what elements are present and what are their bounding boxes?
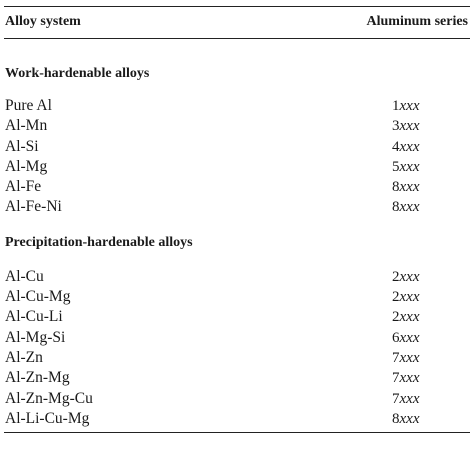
series-suffix: xxx (399, 199, 420, 216)
aluminum-series-cell: 2xxx (392, 287, 419, 307)
alloy-system-cell: Al-Zn-Mg (5, 369, 70, 387)
table-bottom-rule (4, 432, 470, 434)
series-digit: 8 (392, 179, 400, 196)
series-suffix: xxx (399, 138, 420, 155)
table-row: Al-Zn 7xxx (4, 348, 470, 368)
alloy-system-cell: Al-Mg (5, 157, 48, 175)
series-digit: 7 (392, 390, 400, 407)
section-title: Precipitation-hardenable alloys (5, 234, 193, 250)
series-suffix: xxx (399, 329, 420, 346)
table-row: Al-Mg 5xxx (4, 157, 470, 177)
series-suffix: xxx (399, 118, 420, 135)
series-suffix: xxx (399, 349, 420, 366)
aluminum-series-cell: 2xxx (392, 267, 419, 287)
header-aluminum-series: Aluminum series (366, 14, 469, 29)
alloy-system-cell: Al-Fe-Ni (5, 198, 62, 216)
table-row: Al-Si 4xxx (4, 137, 470, 157)
alloy-system-cell: Al-Cu (5, 267, 44, 285)
aluminum-series-cell: 7xxx (392, 389, 419, 409)
series-suffix: xxx (399, 268, 420, 285)
alloy-system-cell: Pure Al (5, 97, 52, 114)
alloy-table: Alloy system Aluminum series Work-harden… (4, 6, 470, 434)
series-digit: 6 (392, 329, 400, 346)
series-suffix: xxx (399, 289, 420, 306)
table-row: Al-Fe-Ni 8xxx (4, 197, 470, 217)
table-row: Al-Mg-Si 6xxx (4, 328, 470, 348)
aluminum-series-cell: 5xxx (392, 157, 419, 177)
aluminum-series-cell: 4xxx (392, 137, 419, 157)
series-digit: 8 (392, 199, 400, 216)
alloy-system-cell: Al-Zn-Mg-Cu (5, 389, 93, 407)
series-digit: 2 (392, 309, 400, 326)
aluminum-series-cell: 1xxx (392, 96, 419, 116)
table-row: Al-Zn-Mg 7xxx (4, 368, 470, 388)
series-digit: 7 (392, 370, 400, 387)
alloy-system-cell: Al-Cu-Li (5, 308, 63, 326)
table-row: Al-Zn-Mg-Cu 7xxx (4, 389, 470, 409)
aluminum-series-cell: 3xxx (392, 116, 419, 136)
series-suffix: xxx (399, 410, 420, 427)
table-row: Al-Cu 2xxx (4, 267, 470, 287)
series-digit: 1 (392, 98, 400, 114)
table-top-rule (4, 6, 470, 7)
alloy-system-cell: Al-Li-Cu-Mg (5, 409, 90, 427)
alloy-system-cell: Al-Fe (5, 178, 42, 196)
table-header-rule (4, 38, 470, 39)
series-digit: 2 (392, 268, 400, 285)
aluminum-series-cell: 2xxx (392, 307, 419, 327)
table-row: Pure Al 1xxx (4, 96, 470, 116)
table-body: Work-hardenable alloys Pure Al 1xxx Al-Mn 3x… (4, 39, 470, 432)
series-digit: 3 (392, 118, 400, 135)
section-title: Work-hardenable alloys (5, 66, 150, 81)
aluminum-series-cell: 7xxx (392, 348, 419, 368)
series-digit: 8 (392, 410, 400, 427)
series-digit: 5 (392, 158, 400, 175)
alloy-system-cell: Al-Mn (5, 117, 48, 135)
aluminum-series-cell: 8xxx (392, 409, 419, 429)
series-suffix: xxx (399, 309, 420, 326)
table-row: Al-Fe 8xxx (4, 177, 470, 197)
series-suffix: xxx (399, 98, 420, 114)
series-digit: 7 (392, 349, 400, 366)
series-suffix: xxx (399, 370, 420, 387)
aluminum-series-cell: 8xxx (392, 177, 419, 197)
table-row: Al-Li-Cu-Mg 8xxx (4, 409, 470, 429)
header-alloy-system: Alloy system (5, 14, 81, 29)
series-digit: 2 (392, 289, 400, 306)
table-section: Precipitation-hardenable alloys Al-Cu 2xxx… (4, 223, 470, 432)
series-suffix: xxx (399, 390, 420, 407)
series-digit: 4 (392, 138, 400, 155)
table-row: Al-Mn 3xxx (4, 116, 470, 136)
table-row: Al-Cu-Mg 2xxx (4, 287, 470, 307)
series-suffix: xxx (399, 179, 420, 196)
series-suffix: xxx (399, 158, 420, 175)
aluminum-series-cell: 8xxx (392, 197, 419, 217)
table-header-row: Alloy system Aluminum series (4, 7, 470, 38)
aluminum-series-cell: 7xxx (392, 368, 419, 388)
aluminum-series-cell: 6xxx (392, 328, 419, 348)
alloy-system-cell: Al-Si (5, 137, 39, 155)
alloy-system-cell: Al-Zn (5, 348, 43, 366)
table-section: Work-hardenable alloys Pure Al 1xxx Al-Mn 3x… (4, 39, 470, 223)
table-row: Al-Cu-Li 2xxx (4, 307, 470, 327)
alloy-system-cell: Al-Mg-Si (5, 328, 66, 346)
alloy-system-cell: Al-Cu-Mg (5, 288, 71, 306)
